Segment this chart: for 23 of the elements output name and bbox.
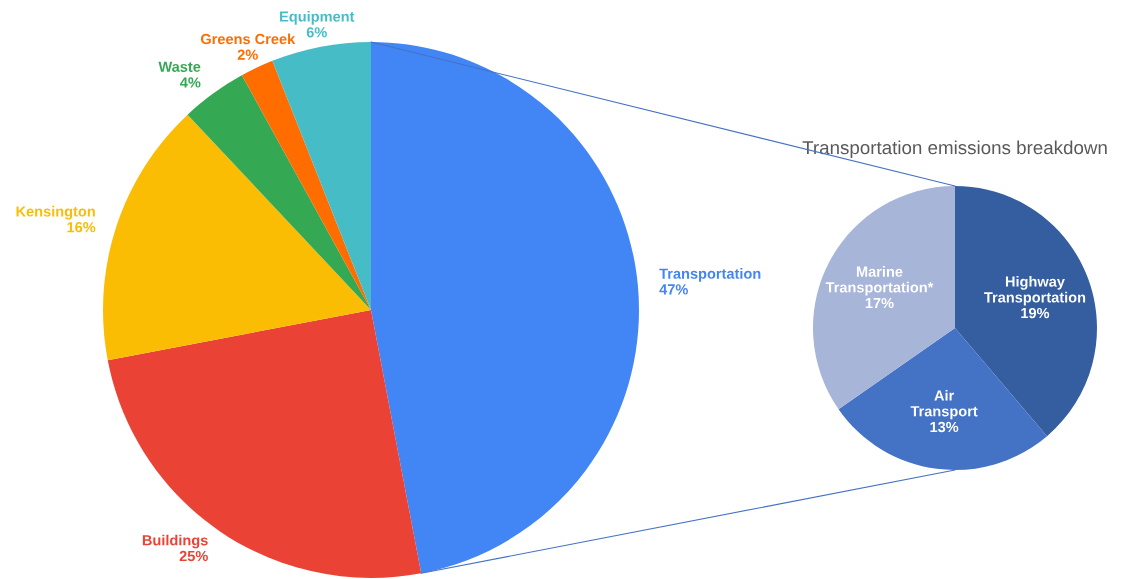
chart-title: Transportation emissions breakdown <box>802 140 1107 158</box>
data-label: 19% <box>1021 307 1050 319</box>
pie-slice <box>103 114 371 361</box>
slice-label: Marine Transportation* <box>825 266 934 296</box>
pie-slice <box>371 42 639 574</box>
slice-label: Kensington <box>16 205 95 220</box>
data-label: 6% <box>306 27 327 38</box>
data-label: 25% <box>179 550 208 562</box>
data-label: 2% <box>237 49 258 60</box>
pie-slice <box>107 310 422 578</box>
data-label: 13% <box>930 421 959 433</box>
slice-label: Equipment <box>280 11 355 25</box>
slice-label: Highway Transportation <box>984 276 1086 306</box>
data-label: 16% <box>67 222 96 233</box>
slice-label: Transportation <box>659 268 761 282</box>
data-label: 47% <box>659 284 688 295</box>
data-label: 17% <box>865 297 894 309</box>
slice-label: Greens Creek <box>200 33 296 45</box>
slice-label: Air Transport <box>910 390 978 420</box>
pie-slice <box>241 60 371 310</box>
slice-label: Buildings <box>142 534 208 549</box>
slice-label: Waste <box>158 61 201 72</box>
data-label: 4% <box>180 77 201 88</box>
